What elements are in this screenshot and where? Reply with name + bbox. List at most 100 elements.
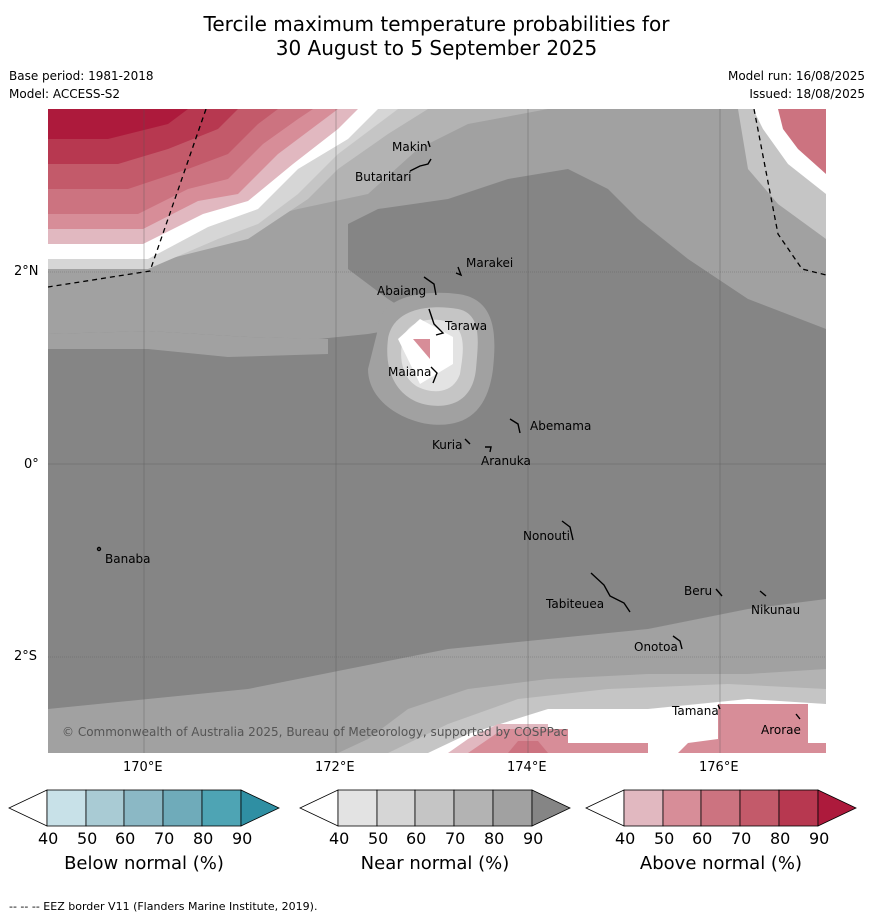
- near-extend-low: [299, 789, 339, 827]
- issued-date: Issued: 18/08/2025: [749, 87, 865, 101]
- colorbar-below: [8, 789, 280, 827]
- below-swatch-50: [85, 789, 125, 827]
- near-swatch-50: [376, 789, 416, 827]
- chart-title: Tercile maximum temperature probabilitie…: [0, 12, 873, 60]
- near-tick-90: 90: [523, 829, 544, 848]
- island-label-makin: Makin: [392, 140, 428, 154]
- makin-shape: [427, 140, 431, 148]
- near-normal-title: Near normal (%): [360, 853, 510, 874]
- nikunau-shape: [759, 590, 767, 597]
- below-extend-low: [8, 789, 48, 827]
- lat-label-2s: 2°S: [14, 649, 38, 664]
- copyright-notice: © Commonwealth of Australia 2025, Bureau…: [62, 725, 567, 739]
- below-tick-90: 90: [232, 829, 253, 848]
- above-swatch-40: [623, 789, 664, 827]
- below-tick-80: 80: [193, 829, 214, 848]
- above-swatch-50: [662, 789, 702, 827]
- aranuka-shape: [485, 446, 492, 453]
- below-normal-title: Below normal (%): [64, 853, 224, 874]
- above-tick-50: 50: [654, 829, 675, 848]
- kuria-shape: [464, 438, 471, 445]
- near-extend-high: [531, 789, 571, 827]
- above-swatch-70: [739, 789, 780, 827]
- lon-label-176e: 176°E: [699, 760, 739, 775]
- below-swatch-80: [201, 789, 242, 827]
- above-50-tarawa: [413, 339, 430, 359]
- island-label-beru: Beru: [684, 584, 712, 598]
- title-line-2: 30 August to 5 September 2025: [275, 36, 598, 60]
- near-tick-40: 40: [329, 829, 350, 848]
- below-swatch-40: [46, 789, 87, 827]
- model-run: Model run: 16/08/2025: [727, 69, 865, 83]
- below-swatch-70: [162, 789, 203, 827]
- onotoa-shape: [672, 635, 683, 650]
- near-swatch-70: [453, 789, 494, 827]
- below-tick-60: 60: [115, 829, 136, 848]
- above-90-north: [48, 109, 188, 139]
- lat-label-2n: 2°N: [14, 264, 39, 279]
- island-label-maiana: Maiana: [388, 365, 431, 379]
- near-tick-80: 80: [484, 829, 505, 848]
- above-60-ne: [778, 109, 826, 174]
- eez-border: [48, 109, 826, 288]
- near-normal-80-west: [48, 331, 328, 357]
- island-label-tarawa: Tarawa: [444, 319, 487, 333]
- island-label-butaritari: Butaritari: [355, 170, 412, 184]
- island-label-aranuka: Aranuka: [481, 454, 531, 468]
- above-extend-high: [817, 789, 857, 827]
- above-tick-70: 70: [731, 829, 752, 848]
- tamana-shape: [717, 704, 721, 710]
- above-tick-40: 40: [615, 829, 636, 848]
- near-swatch-80: [492, 789, 533, 827]
- above-50-se: [678, 704, 826, 753]
- below-swatch-60: [123, 789, 164, 827]
- maiana-shape: [430, 366, 438, 384]
- island-label-nonouti: Nonouti: [523, 529, 570, 543]
- island-label-marakei: Marakei: [466, 256, 513, 270]
- meta-right: Model run: 16/08/2025 Issued: 18/08/2025: [728, 67, 865, 103]
- lon-label-174e: 174°E: [507, 760, 547, 775]
- above-normal-title: Above normal (%): [639, 853, 803, 874]
- above-extend-low: [585, 789, 625, 827]
- near-swatch-60: [414, 789, 455, 827]
- base-period: Base period: 1981-2018: [9, 69, 154, 83]
- island-label-nikunau: Nikunau: [751, 603, 800, 617]
- island-label-abaiang: Abaiang: [377, 284, 426, 298]
- colorbar-above: [585, 789, 857, 827]
- below-tick-50: 50: [77, 829, 98, 848]
- above-tick-60: 60: [692, 829, 713, 848]
- island-labels: Makin Butaritari Marakei Abaiang Tarawa …: [105, 140, 801, 737]
- above-tick-90: 90: [809, 829, 830, 848]
- near-swatch-40: [337, 789, 378, 827]
- model-name: Model: ACCESS-S2: [9, 87, 121, 101]
- beru-shape: [715, 588, 723, 597]
- arorae-shape: [795, 713, 801, 720]
- eez-east: [753, 109, 826, 276]
- lon-label-170e: 170°E: [123, 760, 163, 775]
- near-tick-70: 70: [445, 829, 466, 848]
- lon-label-172e: 172°E: [315, 760, 355, 775]
- above-tick-80: 80: [770, 829, 791, 848]
- probability-map: Makin Butaritari Marakei Abaiang Tarawa …: [48, 109, 826, 753]
- graticule: [48, 109, 826, 753]
- below-tick-40: 40: [38, 829, 59, 848]
- below-tick-70: 70: [154, 829, 175, 848]
- above-swatch-80: [778, 789, 819, 827]
- island-label-onotoa: Onotoa: [634, 640, 678, 654]
- colorbars: [8, 789, 857, 827]
- butaritari-shape: [409, 158, 432, 172]
- island-label-tabiteuea: Tabiteuea: [545, 597, 604, 611]
- meta-left: Base period: 1981-2018 Model: ACCESS-S2: [9, 67, 154, 103]
- island-shapes: [96, 140, 801, 720]
- island-label-abemama: Abemama: [530, 419, 591, 433]
- island-label-tamana: Tamana: [671, 704, 719, 718]
- island-label-kuria: Kuria: [432, 438, 463, 452]
- marakei-shape: [455, 266, 463, 277]
- above-swatch-60: [700, 789, 741, 827]
- eez-west: [48, 109, 207, 288]
- below-extend-high: [240, 789, 280, 827]
- tarawa-shape: [428, 308, 445, 336]
- nonouti-shape: [561, 520, 574, 541]
- eez-footnote: -- -- -- EEZ border V11 (Flanders Marine…: [9, 900, 318, 913]
- abemama-shape: [509, 418, 521, 434]
